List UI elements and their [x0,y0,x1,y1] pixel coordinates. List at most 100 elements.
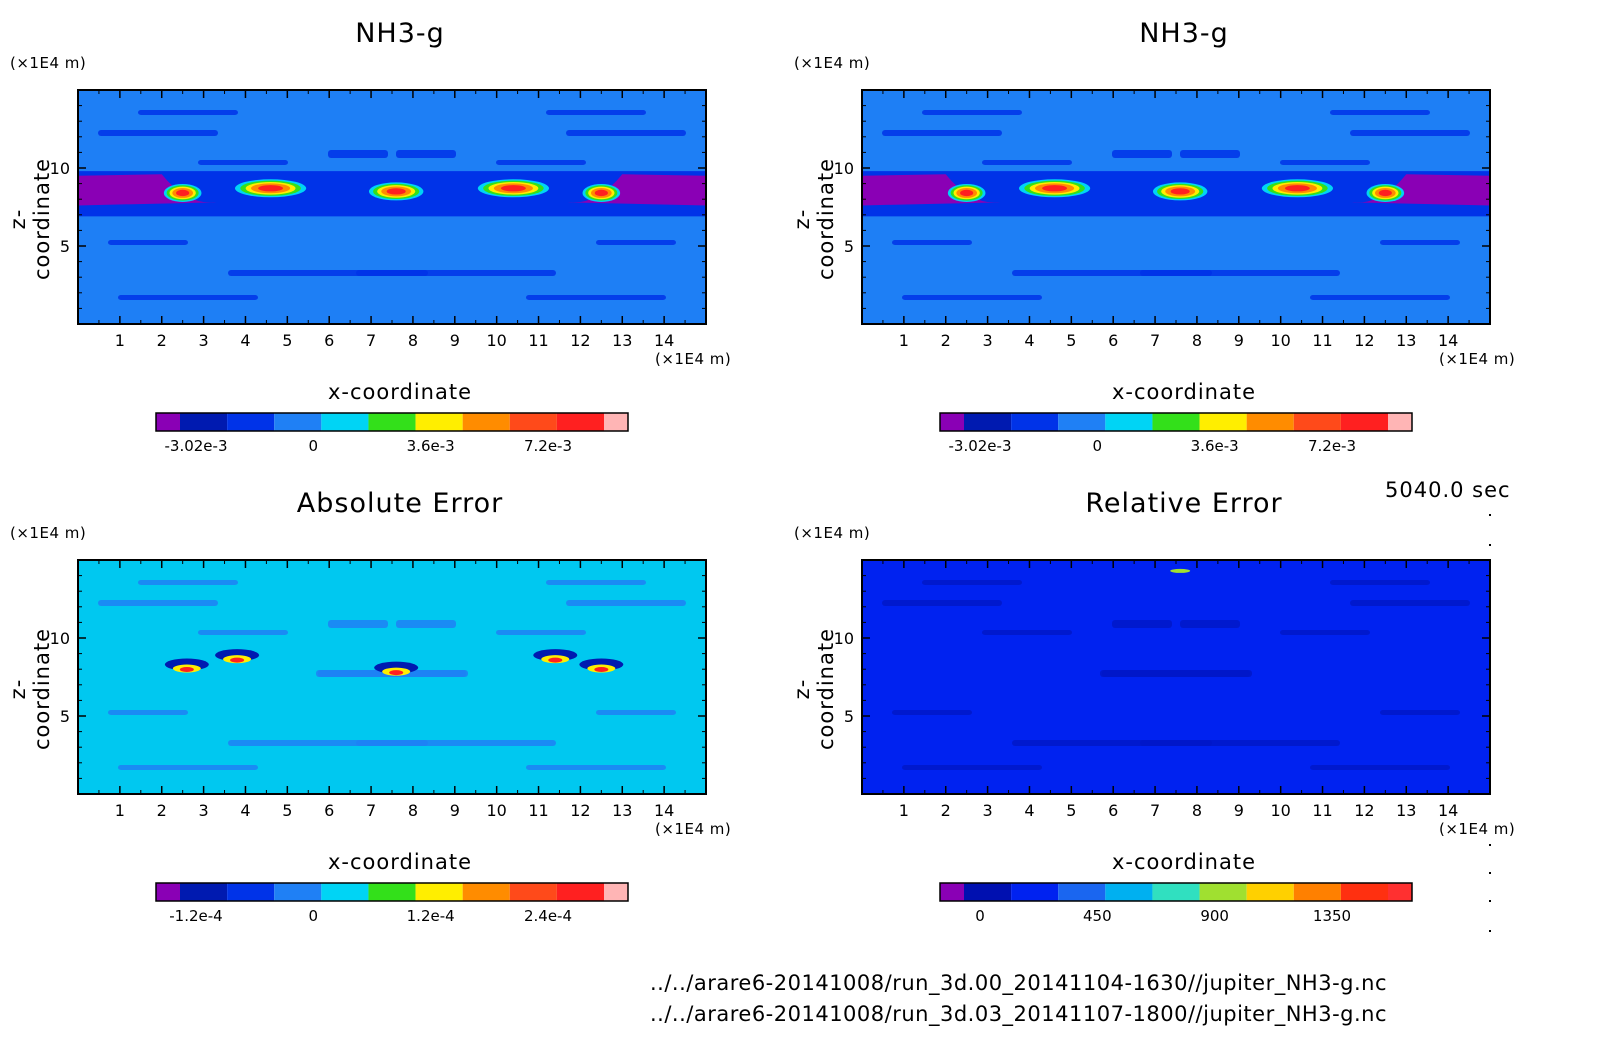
x-tick-label: 4 [1024,801,1034,820]
colorbar-swatch [940,883,964,901]
x-tick-label: 8 [1192,801,1202,820]
contour-band [526,295,666,300]
colorbar-swatch [556,883,604,901]
time-label: 5040.0 sec [1385,478,1511,502]
contour-band [1350,130,1470,136]
contour-hotspot [594,189,608,197]
contour-band [902,765,1042,770]
contour-band [882,130,1002,136]
x-axis-label: x-coordinate [1111,380,1256,404]
colorbar-swatch [1293,413,1341,431]
x-tick-label: 12 [1354,331,1374,350]
x-tick-label: 10 [486,331,506,350]
x-tick-label: 11 [528,801,548,820]
colorbar-tick-label: 2.4e-4 [524,907,572,925]
contour-hotspot [389,670,404,676]
contour-band [138,110,238,115]
contour-hotspot [176,189,190,197]
x-tick-label: 9 [450,801,460,820]
y-unit-label: (×1E4 m) [794,54,871,72]
contour-band [1380,710,1460,715]
contour-band [108,710,188,715]
colorbar-swatch [1152,413,1200,431]
x-tick-label: 3 [983,331,993,350]
file-paths: ../../arare6-20141008/run_3d.00_20141104… [650,968,1387,1030]
colorbar-swatch [321,883,369,901]
contour-band [892,710,972,715]
colorbar-tick-label: 1.2e-4 [407,907,455,925]
contour-band [396,150,456,158]
contour-band [1140,270,1340,276]
colorbar-swatch [415,883,463,901]
x-tick-label: 3 [199,801,209,820]
colorbar-frame [155,412,629,432]
contour-band [1140,740,1340,746]
margin-dot [1489,844,1491,846]
x-tick-label: 6 [1108,331,1118,350]
contour-hotspot [548,657,563,663]
colorbar-swatch [156,413,180,431]
x-tick-label: 13 [1396,331,1416,350]
x-axis-label: x-coordinate [1111,850,1256,874]
colorbar-tick-label: 0 [309,437,319,455]
x-tick-label: 14 [654,801,674,820]
y-tick-label: 10 [834,159,854,178]
x-tick-label: 7 [1150,331,1160,350]
colorbar-tick-label: 900 [1200,907,1229,925]
contour-band [98,600,218,606]
y-tick-label: 5 [60,707,70,726]
colorbar-tick-label: 450 [1083,907,1112,925]
contour-band [1330,110,1430,115]
contour-hotspot [1378,189,1392,197]
contour-band [982,160,1072,165]
colorbar-tick-label: 1350 [1313,907,1351,925]
colorbar-swatch [274,413,322,431]
contour-field [78,90,706,324]
contour-band [882,600,1002,606]
contour-band [328,620,388,628]
contour-field [78,560,706,794]
colorbar-swatch [1105,883,1153,901]
x-tick-label: 1 [899,801,909,820]
colorbar-swatch [556,413,604,431]
colorbar-swatch [1340,883,1388,901]
contour-band [198,630,288,635]
colorbar-swatch [227,413,275,431]
panel-title: NH3-g [1139,18,1229,49]
y-tick-label: 5 [60,237,70,256]
contour-band [1350,600,1470,606]
x-tick-label: 11 [528,331,548,350]
colorbar-swatch [1058,883,1106,901]
margin-dot [1489,514,1491,516]
colorbar-swatch [274,883,322,901]
colorbar-swatch [1152,883,1200,901]
colorbar-swatch [1011,883,1059,901]
colorbar-swatch [964,883,1012,901]
contour-band [396,620,456,628]
contour-band [1310,765,1450,770]
x-unit-label: (×1E4 m) [655,820,732,838]
contour-hotspot [230,657,245,663]
contour-band [596,240,676,245]
x-tick-label: 1 [899,331,909,350]
colorbar-swatch [604,883,628,901]
colorbar-swatch [462,883,510,901]
x-tick-label: 12 [570,331,590,350]
contour-band [1180,150,1240,158]
margin-dot [1489,544,1491,546]
colorbar-swatch [1199,883,1247,901]
y-unit-label: (×1E4 m) [10,54,87,72]
colorbar-swatch [1105,413,1153,431]
x-tick-label: 4 [240,331,250,350]
x-tick-label: 7 [366,331,376,350]
x-tick-label: 5 [282,801,292,820]
colorbar-tick-label: -3.02e-3 [165,437,228,455]
colorbar-swatch [180,883,228,901]
x-tick-label: 9 [450,331,460,350]
colorbar-swatch [964,413,1012,431]
